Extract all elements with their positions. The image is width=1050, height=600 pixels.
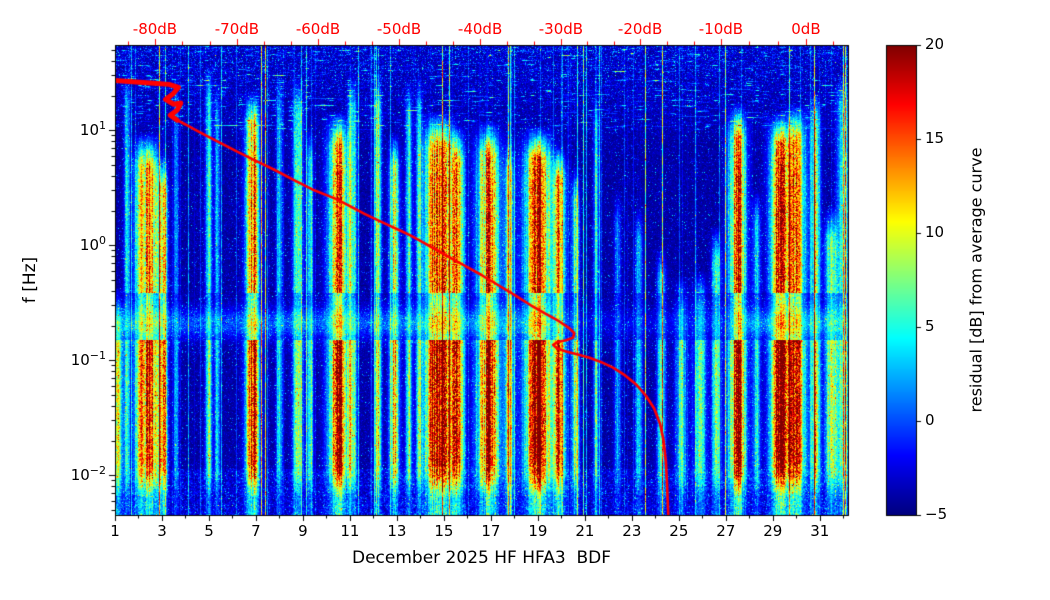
- x-axis-label: December 2025 HF HFA3 BDF: [352, 548, 611, 568]
- x-tick-label: 29: [763, 522, 783, 540]
- colorbar-tick-label: 10: [925, 223, 945, 241]
- y-tick-label: 101: [79, 119, 106, 140]
- y-tick-label: 100: [79, 234, 106, 255]
- top-db-tick-label: -60dB: [295, 20, 341, 38]
- y-tick-label: 10−1: [70, 349, 106, 370]
- top-db-tick-label: -80dB: [132, 20, 178, 38]
- top-db-tick-label: -10dB: [698, 20, 744, 38]
- x-tick-label: 19: [528, 522, 548, 540]
- top-db-tick-label: -70dB: [214, 20, 260, 38]
- x-tick-label: 25: [669, 522, 689, 540]
- colorbar-tick-label: 20: [925, 35, 945, 53]
- top-db-tick-label: -40dB: [457, 20, 503, 38]
- x-tick-label: 13: [387, 522, 407, 540]
- x-tick-label: 15: [434, 522, 454, 540]
- x-tick-label: 17: [481, 522, 501, 540]
- x-tick-label: 23: [622, 522, 642, 540]
- x-tick-label: 11: [340, 522, 360, 540]
- colorbar-label: residual [dB] from average curve: [966, 147, 986, 413]
- colorbar-tick-label: 15: [925, 129, 945, 147]
- top-db-tick-label: -20dB: [617, 20, 663, 38]
- y-tick-label: 10−2: [70, 464, 106, 485]
- x-tick-label: 9: [298, 522, 308, 540]
- y-axis-label: f [Hz]: [20, 256, 40, 304]
- top-db-tick-label: -50dB: [376, 20, 422, 38]
- x-tick-label: 7: [251, 522, 261, 540]
- x-tick-label: 1: [110, 522, 120, 540]
- colorbar-tick-label: 5: [925, 317, 935, 335]
- x-tick-label: 21: [575, 522, 595, 540]
- colorbar-tick-label: 0: [925, 411, 935, 429]
- colorbar-tick-label: −5: [925, 505, 948, 523]
- x-tick-label: 3: [157, 522, 167, 540]
- x-tick-label: 31: [810, 522, 830, 540]
- x-tick-label: 27: [716, 522, 736, 540]
- x-tick-label: 5: [204, 522, 214, 540]
- top-db-tick-label: -30dB: [538, 20, 584, 38]
- top-db-tick-label: 0dB: [791, 20, 821, 38]
